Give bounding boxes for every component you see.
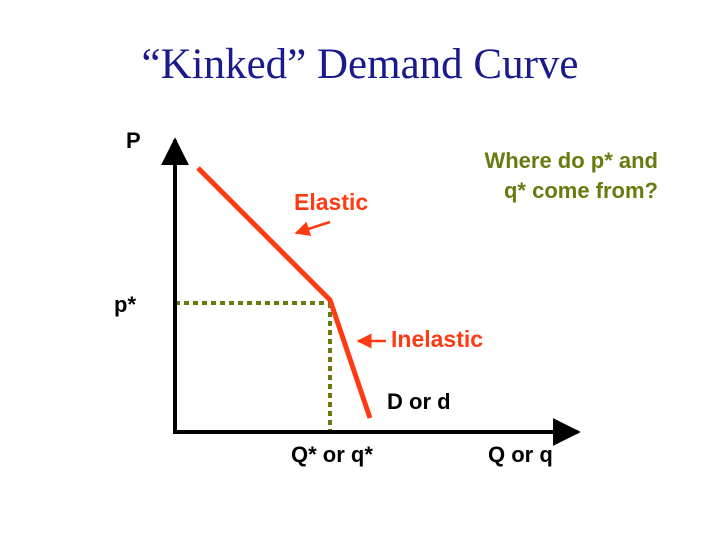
elastic-label: Elastic [294,189,369,215]
quantity-marker-label: Q* or q* [291,442,373,467]
elastic-arrow [294,220,331,236]
inelastic-label: Inelastic [391,326,484,352]
x-axis-label: Q or q [488,442,553,467]
question-text: Where do p* and q* come from? [484,148,658,203]
demand-curve [196,166,373,419]
y-axis-label: P [126,128,141,153]
curve-label: D or d [387,389,451,414]
price-marker-label: p* [114,292,136,317]
page-title: “Kinked” Demand Curve [141,41,579,88]
